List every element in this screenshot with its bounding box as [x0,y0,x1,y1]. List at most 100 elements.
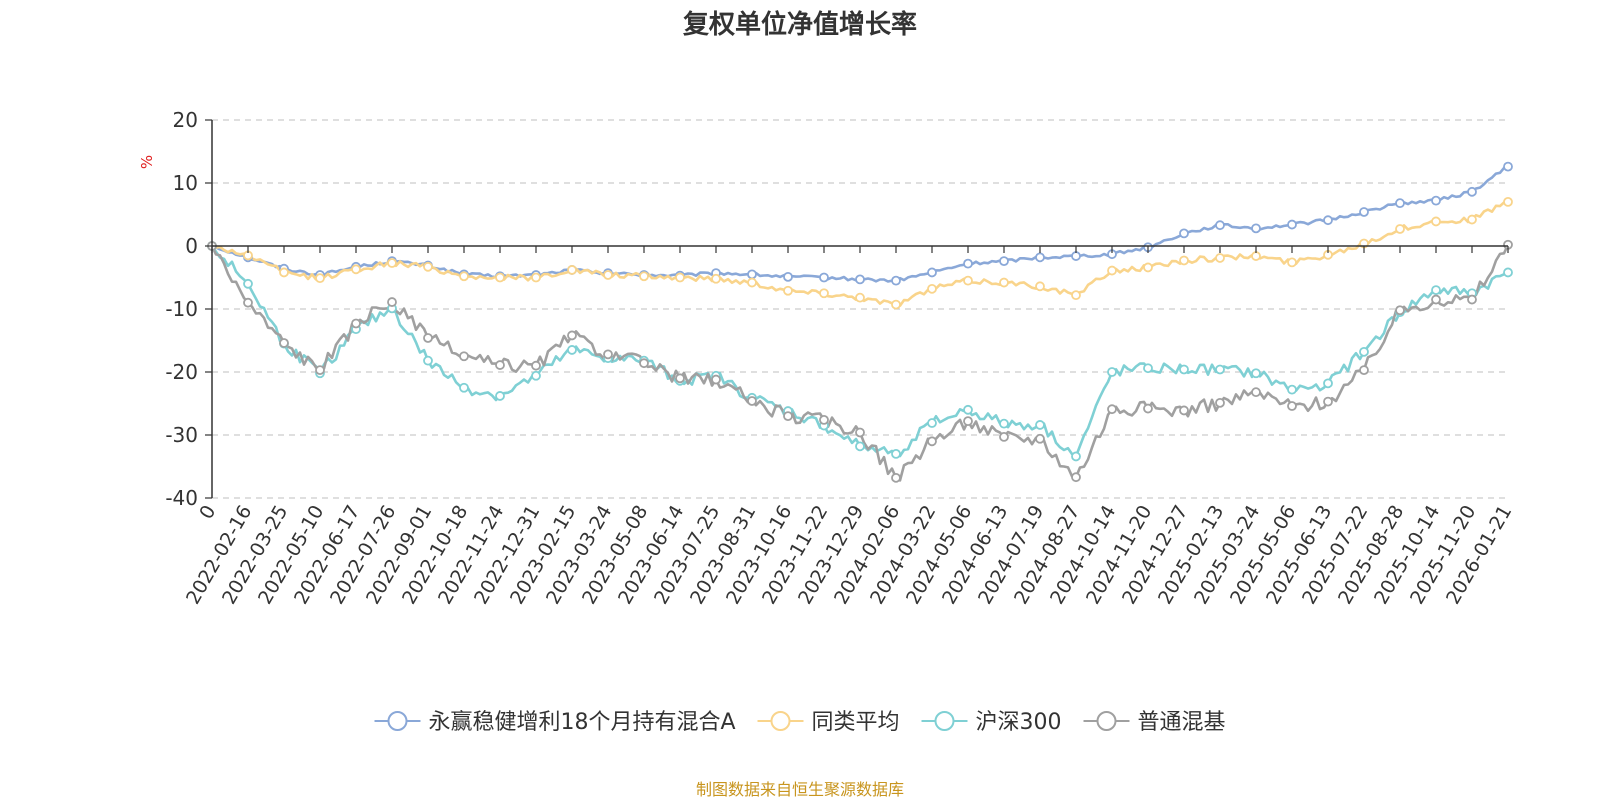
data-point [459,271,469,282]
data-point [1035,252,1045,263]
data-point [459,382,469,393]
data-point [1251,368,1261,379]
data-point [891,448,901,459]
data-point [1107,404,1117,415]
data-point [927,283,937,294]
data-point [747,269,757,280]
data-point [1431,285,1441,296]
grid-lines [212,119,1508,499]
data-point [675,373,685,384]
data-point [1179,255,1189,266]
data-point [855,274,865,285]
data-point [603,349,613,360]
data-point [1143,403,1153,414]
legend-marker [934,711,955,731]
data-point [1107,265,1117,276]
data-point [1071,290,1081,301]
data-point [1071,472,1081,483]
data-point [1287,219,1297,230]
data-point [639,271,649,282]
legend-marker [387,711,408,731]
legend-label: 永赢稳健增利18个月持有混合A [429,710,736,735]
data-point [603,270,613,280]
data-point [747,396,757,406]
data-point [639,358,649,369]
data-point [891,299,901,310]
data-point [1107,367,1117,377]
data-point [1503,161,1513,172]
y-tick-label: -30 [165,423,198,447]
y-tick-label: -40 [165,486,198,510]
data-point [423,355,433,366]
data-point [531,272,541,283]
legend-label: 普通混基 [1138,710,1226,735]
data-point [1395,305,1405,316]
legend-item[interactable]: 沪深300 [921,710,1062,735]
data-point [1179,364,1189,375]
data-point [1071,251,1081,261]
data-point [1503,196,1513,207]
data-point [1215,364,1225,375]
data-point [963,404,973,415]
legend[interactable]: 永赢稳健增利18个月持有混合A 同类平均 沪深300 普通混基 [374,710,1226,735]
data-point [315,273,325,284]
data-point [1431,216,1441,227]
data-point [1431,294,1441,305]
data-point [423,333,433,343]
data-point [1287,384,1297,395]
data-point [1323,215,1333,226]
data-point [891,472,901,483]
data-point [279,338,289,348]
data-point [1143,262,1153,273]
data-point [927,436,937,447]
data-point [1215,220,1225,231]
series-lines [207,161,1513,483]
data-point [1395,198,1405,209]
legend-item[interactable]: 同类平均 [757,710,900,735]
data-point [567,265,577,275]
data-point [351,264,361,275]
data-point [495,360,505,370]
legend-marker [770,711,791,731]
data-point [999,418,1009,429]
data-point [1395,224,1405,234]
data-point [927,267,937,278]
data-point [1251,387,1261,398]
data-point [783,285,793,296]
data-point [747,277,757,288]
series-line [211,165,1509,283]
data-point [1035,433,1045,444]
data-point [1251,251,1261,261]
data-point [1323,378,1333,389]
legend-label: 同类平均 [812,710,900,735]
data-point [855,441,865,452]
data-point [1359,207,1369,217]
data-point [1431,195,1441,206]
legend-marker [1096,711,1117,731]
data-point [387,258,397,268]
data-point [711,273,721,284]
data-point [1143,363,1153,374]
source-note: 制图数据来自恒生聚源数据库 [696,780,904,799]
data-point [1179,405,1189,416]
y-axis-unit-label: % [138,155,156,169]
data-point [243,278,253,289]
data-point [279,267,289,278]
data-point [531,360,541,371]
data-point [891,275,901,286]
data-point [1467,214,1477,225]
data-point [1503,267,1513,278]
y-tick-label: 0 [185,234,198,258]
data-point [999,256,1009,267]
data-point [459,351,469,362]
data-point [819,414,829,425]
data-point [711,374,721,385]
data-point [999,277,1009,288]
legend-item[interactable]: 普通混基 [1083,710,1226,735]
data-point [1359,346,1369,357]
data-point [855,292,865,303]
data-point [567,330,577,341]
legend-item[interactable]: 永赢稳健增利18个月持有混合A [374,710,736,735]
data-point [1323,396,1333,407]
